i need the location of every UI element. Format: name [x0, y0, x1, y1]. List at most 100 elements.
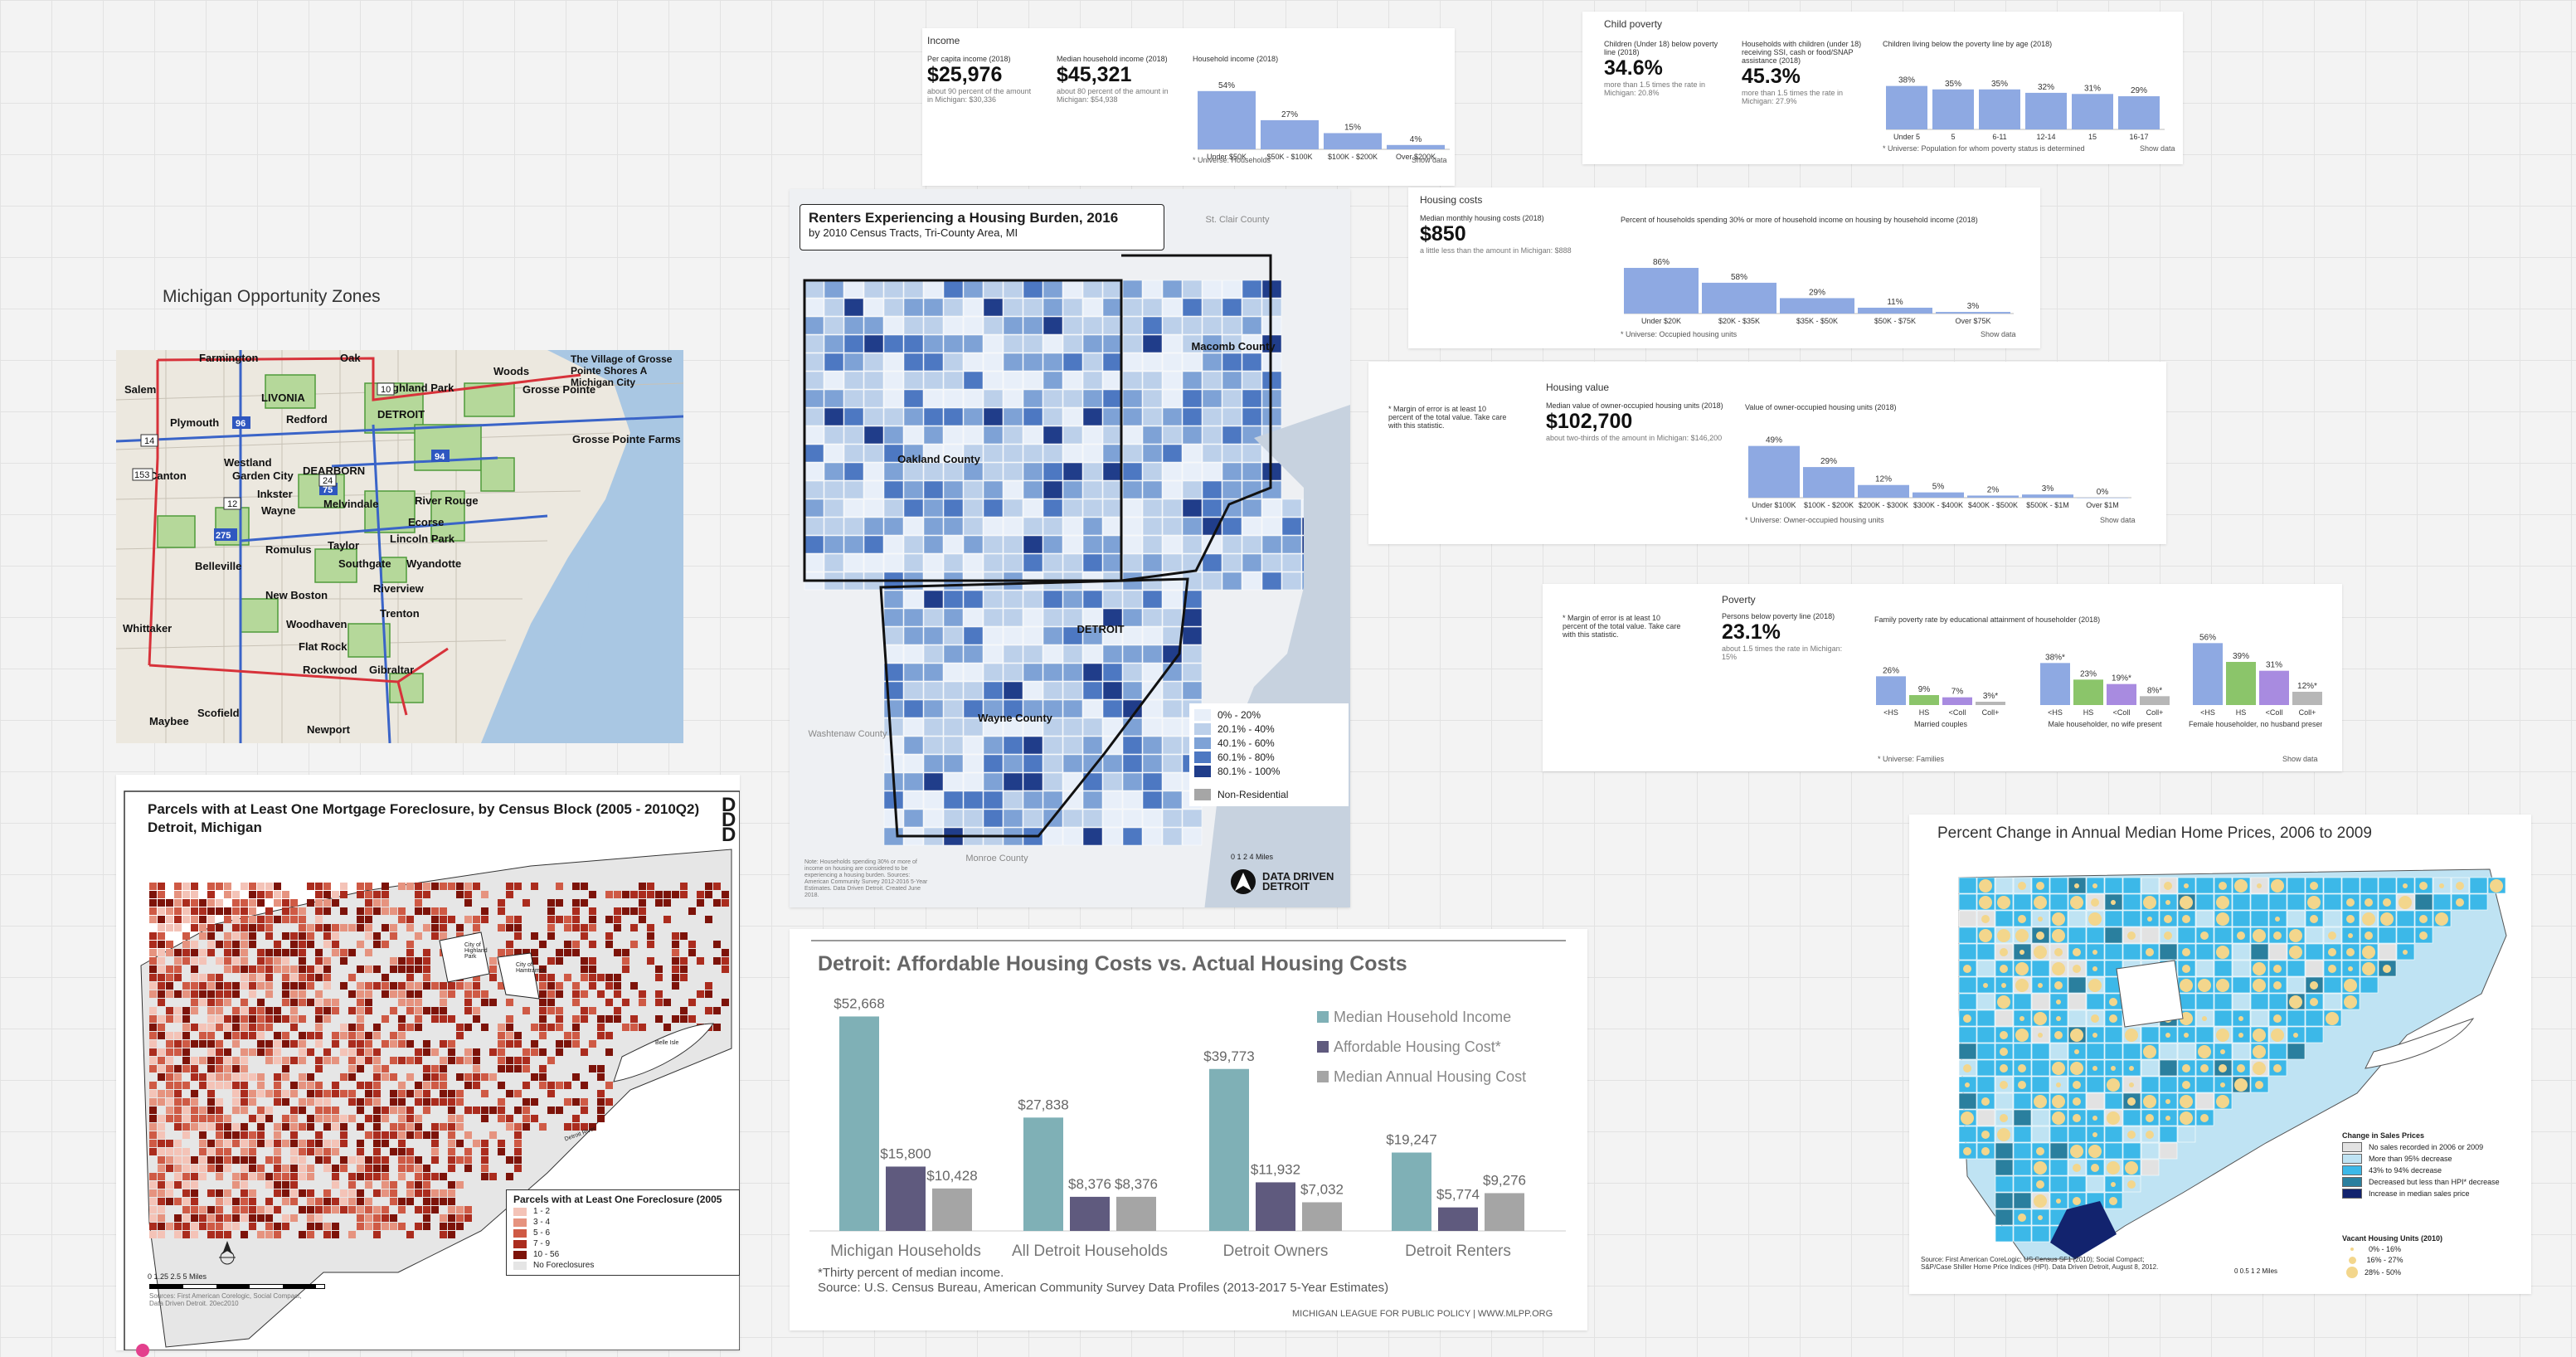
census-tract	[963, 353, 984, 372]
census-block	[232, 1214, 240, 1222]
vacant-dot	[1981, 1097, 1990, 1106]
census-block	[630, 1015, 638, 1023]
census-block	[423, 1173, 430, 1180]
census-block	[307, 932, 314, 940]
renters-burden-map-card[interactable]: Oakland County Macomb County Wayne Count…	[790, 189, 1350, 907]
census-block	[158, 924, 165, 931]
census-tract	[923, 389, 944, 408]
census-block	[282, 1223, 289, 1230]
price-tract	[2122, 877, 2141, 894]
poverty-value-label: 39%	[2233, 652, 2249, 661]
census-block	[191, 941, 198, 948]
poverty-show-data[interactable]: Show data	[2282, 755, 2318, 763]
census-block	[174, 899, 182, 907]
income-show-data[interactable]: Show data	[1412, 156, 1447, 164]
census-block	[498, 1032, 505, 1039]
chart-category-label: 6-11	[1992, 133, 2006, 141]
census-block	[174, 1198, 182, 1205]
census-tract	[903, 298, 924, 317]
census-block	[265, 1223, 273, 1230]
census-block	[249, 1223, 256, 1230]
vacant-dot	[2344, 979, 2357, 992]
census-block	[456, 1123, 464, 1131]
census-tract	[1043, 626, 1063, 645]
census-tract	[963, 334, 984, 353]
census-block	[597, 1098, 605, 1106]
census-block	[431, 1131, 439, 1139]
foreclosure-legend-item: 7 - 9	[513, 1239, 732, 1248]
vacant-dot	[2220, 1082, 2225, 1087]
child-show-data[interactable]: Show data	[2140, 144, 2175, 153]
census-tract	[1242, 499, 1262, 518]
census-tract	[1242, 462, 1262, 481]
price-tract	[2159, 1142, 2178, 1160]
census-tract	[943, 681, 964, 700]
census-block	[207, 999, 215, 1006]
census-block	[232, 1223, 240, 1230]
census-block	[199, 907, 207, 915]
census-block	[406, 999, 414, 1006]
census-block	[191, 1198, 198, 1205]
households-ssi-note: more than 1.5 times the rate in Michigan…	[1742, 89, 1844, 105]
census-block	[547, 932, 555, 940]
chart-category-label: 5	[1951, 133, 1955, 141]
opportunity-zones-map[interactable]: Farmington Oak LIVONIA DETROIT Plymouth …	[116, 350, 683, 743]
poverty-value-label: 31%	[2266, 661, 2282, 670]
opportunity-zones-svg: Farmington Oak LIVONIA DETROIT Plymouth …	[116, 350, 683, 743]
census-block	[249, 899, 256, 907]
price-tract	[2250, 943, 2269, 961]
census-block	[216, 1057, 223, 1064]
census-block	[257, 1073, 265, 1081]
price-tract	[2068, 993, 2087, 1010]
census-block	[216, 1165, 223, 1172]
census-block	[373, 1206, 381, 1214]
census-block	[382, 982, 389, 990]
census-block	[332, 1040, 339, 1048]
renters-legend-item: 80.1% - 100%	[1194, 766, 1344, 777]
census-block	[672, 932, 679, 940]
census-tract	[1182, 389, 1203, 408]
census-block	[365, 965, 372, 973]
census-block	[398, 965, 406, 973]
housing-costs-show-data[interactable]: Show data	[1981, 330, 2016, 338]
vacant-dot	[2001, 983, 2006, 988]
census-tract	[1102, 499, 1123, 518]
census-block	[365, 899, 372, 907]
census-tract	[1003, 371, 1023, 390]
chart-value-label: 27%	[1281, 110, 1298, 119]
census-block	[406, 924, 414, 931]
census-tract	[1122, 462, 1143, 481]
census-block	[581, 932, 588, 940]
census-tract	[863, 371, 884, 390]
census-block	[581, 899, 588, 907]
price-tract	[2086, 1076, 2105, 1093]
chart-value-label: 29%	[1820, 457, 1837, 466]
vacant-dot	[2146, 1131, 2154, 1139]
vacant-dot	[2289, 929, 2302, 942]
census-block	[232, 1173, 240, 1180]
census-block	[655, 1015, 663, 1023]
census-tract	[883, 535, 904, 554]
vacant-dot	[2000, 1081, 2008, 1089]
vacant-dot	[2038, 1215, 2043, 1220]
census-block	[299, 1156, 306, 1164]
census-block	[340, 1140, 348, 1147]
housing-value-show-data[interactable]: Show data	[2100, 516, 2136, 524]
census-block	[406, 1123, 414, 1131]
census-block	[373, 1123, 381, 1131]
census-block	[423, 924, 430, 931]
census-tract	[1003, 754, 1023, 773]
census-block	[274, 1206, 281, 1214]
census-block	[357, 1098, 364, 1106]
census-tract	[883, 389, 904, 408]
foreclosure-map-card[interactable]: Parcels with at Least One Mortgage Forec…	[116, 775, 740, 1350]
census-block	[406, 916, 414, 923]
census-block	[232, 1065, 240, 1072]
census-tract	[1162, 426, 1183, 445]
census-block	[357, 1156, 364, 1164]
census-block	[655, 974, 663, 981]
census-block	[216, 1173, 223, 1180]
zones-place-woodhaven: Woodhaven	[286, 618, 347, 630]
census-block	[232, 1140, 240, 1147]
home-prices-map-card[interactable]: Percent Change in Annual Median Home Pri…	[1909, 815, 2531, 1294]
